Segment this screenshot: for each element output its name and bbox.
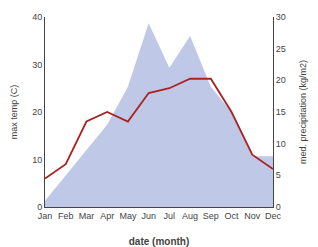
svg-text:med. precipitation (kg/m2): med. precipitation (kg/m2) — [298, 60, 308, 164]
svg-text:Jun: Jun — [141, 211, 156, 221]
svg-text:Jul: Jul — [164, 211, 176, 221]
svg-text:20: 20 — [32, 107, 42, 117]
svg-text:5: 5 — [276, 170, 281, 180]
svg-text:Apr: Apr — [100, 211, 114, 221]
svg-text:Mar: Mar — [79, 211, 95, 221]
svg-text:May: May — [119, 211, 137, 221]
svg-text:40: 40 — [32, 12, 42, 22]
svg-text:0: 0 — [37, 202, 42, 212]
svg-text:max temp (C): max temp (C) — [9, 85, 19, 140]
svg-text:30: 30 — [32, 60, 42, 70]
svg-text:20: 20 — [276, 75, 286, 85]
svg-text:30: 30 — [276, 12, 286, 22]
svg-text:Aug: Aug — [182, 211, 198, 221]
svg-text:Feb: Feb — [58, 211, 74, 221]
svg-text:Oct: Oct — [225, 211, 240, 221]
svg-text:Jan: Jan — [38, 211, 53, 221]
svg-text:date (month): date (month) — [129, 236, 190, 247]
svg-text:0: 0 — [276, 202, 281, 212]
svg-text:15: 15 — [276, 107, 286, 117]
svg-text:25: 25 — [276, 44, 286, 54]
svg-text:10: 10 — [276, 139, 286, 149]
svg-text:Dec: Dec — [265, 211, 282, 221]
svg-text:Sep: Sep — [203, 211, 219, 221]
svg-text:10: 10 — [32, 155, 42, 165]
svg-text:Nov: Nov — [244, 211, 261, 221]
